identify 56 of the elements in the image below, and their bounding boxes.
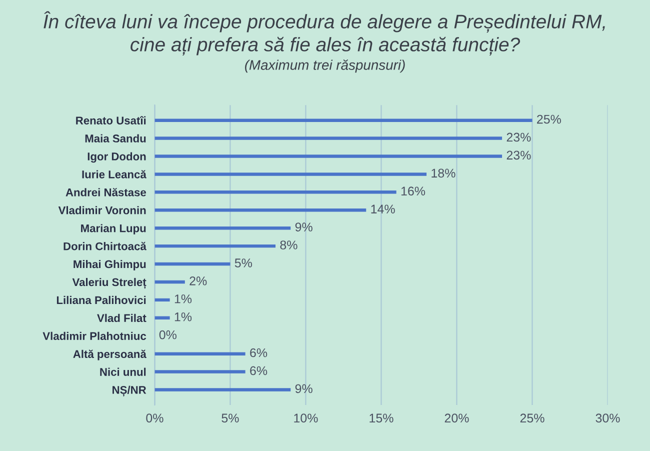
bar [154, 208, 366, 212]
bar [154, 136, 502, 140]
data-label: 23% [506, 132, 531, 142]
y-tick-label: Maia Sandu [85, 134, 146, 142]
y-tick-label: Andrei Năstase [66, 188, 146, 196]
x-tick-label: 20% [444, 414, 469, 423]
data-label: 6% [250, 366, 268, 376]
bar [154, 388, 291, 392]
y-tick-label: Vladimir Voronin [58, 206, 146, 214]
y-tick-label: Marian Lupu [81, 224, 146, 234]
data-label: 1% [174, 312, 192, 322]
bar [154, 172, 427, 176]
data-label: 14% [371, 204, 395, 214]
bar [154, 190, 396, 194]
y-tick-label: Vlad Filat [97, 314, 146, 322]
data-label: 6% [250, 348, 268, 358]
bar [154, 298, 170, 302]
data-label: 25% [537, 114, 561, 124]
bar [154, 262, 230, 266]
data-label: 5% [234, 258, 252, 268]
y-tick-label: Liliana Palihovici [56, 296, 146, 304]
data-label: 8% [280, 240, 298, 250]
chart-title: În cîteva luni va începe procedura de alegere a Președintelui RM, cine ați prefera să fie ales în această funcție? [44, 11, 605, 56]
y-tick-label: Renato Usatîi [76, 116, 146, 124]
bar [154, 154, 502, 158]
x-tick-label: 5% [222, 414, 239, 423]
y-tick-label: Dorin Chirtoacă [64, 242, 146, 250]
data-label: 2% [190, 276, 207, 286]
y-tick-label: Vladimir Plahotniuc [42, 332, 146, 340]
bar [154, 226, 291, 230]
y-tick-label: Altă persoană [73, 350, 146, 360]
bar [154, 316, 170, 320]
x-tick-label: 10% [294, 414, 318, 423]
bar [154, 244, 276, 248]
data-label: 16% [401, 186, 426, 196]
y-tick-label: Valeriu Streleț [72, 278, 146, 289]
y-tick-label: NȘ/NR [112, 386, 146, 396]
y-tick-label: Mihai Ghimpu [74, 260, 146, 270]
data-label: 23% [506, 150, 531, 160]
bar [154, 352, 246, 356]
y-tick-label: Igor Dodon [88, 152, 146, 163]
bar [154, 280, 185, 284]
data-label: 9% [295, 384, 312, 394]
data-label: 18% [432, 168, 456, 178]
x-tick-label: 15% [370, 414, 394, 423]
x-tick-label: 30% [596, 414, 620, 423]
data-label: 1% [174, 294, 192, 304]
y-tick-label: Iurie Leancă [82, 170, 146, 178]
y-tick-label: Nici unul [100, 368, 146, 376]
data-label: 9% [295, 222, 312, 232]
x-tick-label: 25% [520, 414, 544, 423]
bar [154, 370, 246, 374]
chart-subtitle: (Maximum trei răspunsuri) [245, 60, 405, 73]
data-label: 0% [159, 330, 176, 340]
bar [154, 118, 532, 122]
x-tick-label: 0% [146, 414, 164, 423]
